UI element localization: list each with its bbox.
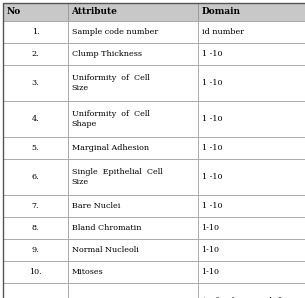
Text: 7.: 7. [32,202,39,210]
Bar [68,239,198,261]
Bar [198,3,305,21]
Bar [68,137,198,159]
Text: Single  Epithelial  Cell
Size: Single Epithelial Cell Size [71,168,162,186]
Bar [3,283,68,298]
Bar [3,261,68,283]
Bar [3,3,68,21]
Text: 1 -10: 1 -10 [202,50,222,58]
Bar [198,21,305,43]
Bar [198,283,305,298]
Text: 1-10: 1-10 [202,224,220,232]
Bar [198,101,305,137]
Text: Marginal Adhesion: Marginal Adhesion [71,144,149,152]
Text: Normal Nucleoli: Normal Nucleoli [71,246,138,254]
Bar [68,65,198,101]
Text: Domain: Domain [202,7,241,16]
Text: Bare Nuclei: Bare Nuclei [71,202,120,210]
Bar [3,217,68,239]
Text: 1 -10: 1 -10 [202,144,222,152]
Bar [68,283,198,298]
Text: Clump Thickness: Clump Thickness [71,50,142,58]
Bar [68,21,198,43]
Bar [68,101,198,137]
Bar [3,137,68,159]
Bar [3,65,68,101]
Bar [198,137,305,159]
Text: 3.: 3. [32,79,39,87]
Text: 10.: 10. [29,268,42,276]
Text: 1-10: 1-10 [202,268,220,276]
Bar [68,3,198,21]
Bar [68,195,198,217]
Bar [68,43,198,65]
Text: 1 -10: 1 -10 [202,202,222,210]
Bar [3,101,68,137]
Bar [68,159,198,195]
Bar [198,195,305,217]
Text: 2.: 2. [32,50,39,58]
Text: 4.: 4. [32,115,39,123]
Text: id number: id number [202,28,244,36]
Bar [68,261,198,283]
Bar [198,159,305,195]
Text: Uniformity  of  Cell
Size: Uniformity of Cell Size [71,74,149,91]
Text: 1-10: 1-10 [202,246,220,254]
Text: 1 -10: 1 -10 [202,173,222,181]
Bar [198,239,305,261]
Text: 1.: 1. [32,28,39,36]
Text: 9.: 9. [32,246,39,254]
Text: 1 -10: 1 -10 [202,115,222,123]
Text: 1 -10: 1 -10 [202,79,222,87]
Text: 8.: 8. [32,224,39,232]
Text: Attribute: Attribute [71,7,117,16]
Bar [198,217,305,239]
Text: 6.: 6. [32,173,39,181]
Bar [198,261,305,283]
Bar [3,195,68,217]
Bar [198,65,305,101]
Bar [3,21,68,43]
Text: No: No [6,7,21,16]
Bar [3,159,68,195]
Text: Bland Chromatin: Bland Chromatin [71,224,141,232]
Bar [68,217,198,239]
Text: Uniformity  of  Cell
Shape: Uniformity of Cell Shape [71,110,149,128]
Text: (2  for  benign,  4  for
malignant): (2 for benign, 4 for malignant) [202,297,289,298]
Text: 5.: 5. [32,144,39,152]
Bar [198,43,305,65]
Text: Mitoses: Mitoses [71,268,103,276]
Bar [3,239,68,261]
Bar [3,43,68,65]
Text: Sample code number: Sample code number [71,28,158,36]
